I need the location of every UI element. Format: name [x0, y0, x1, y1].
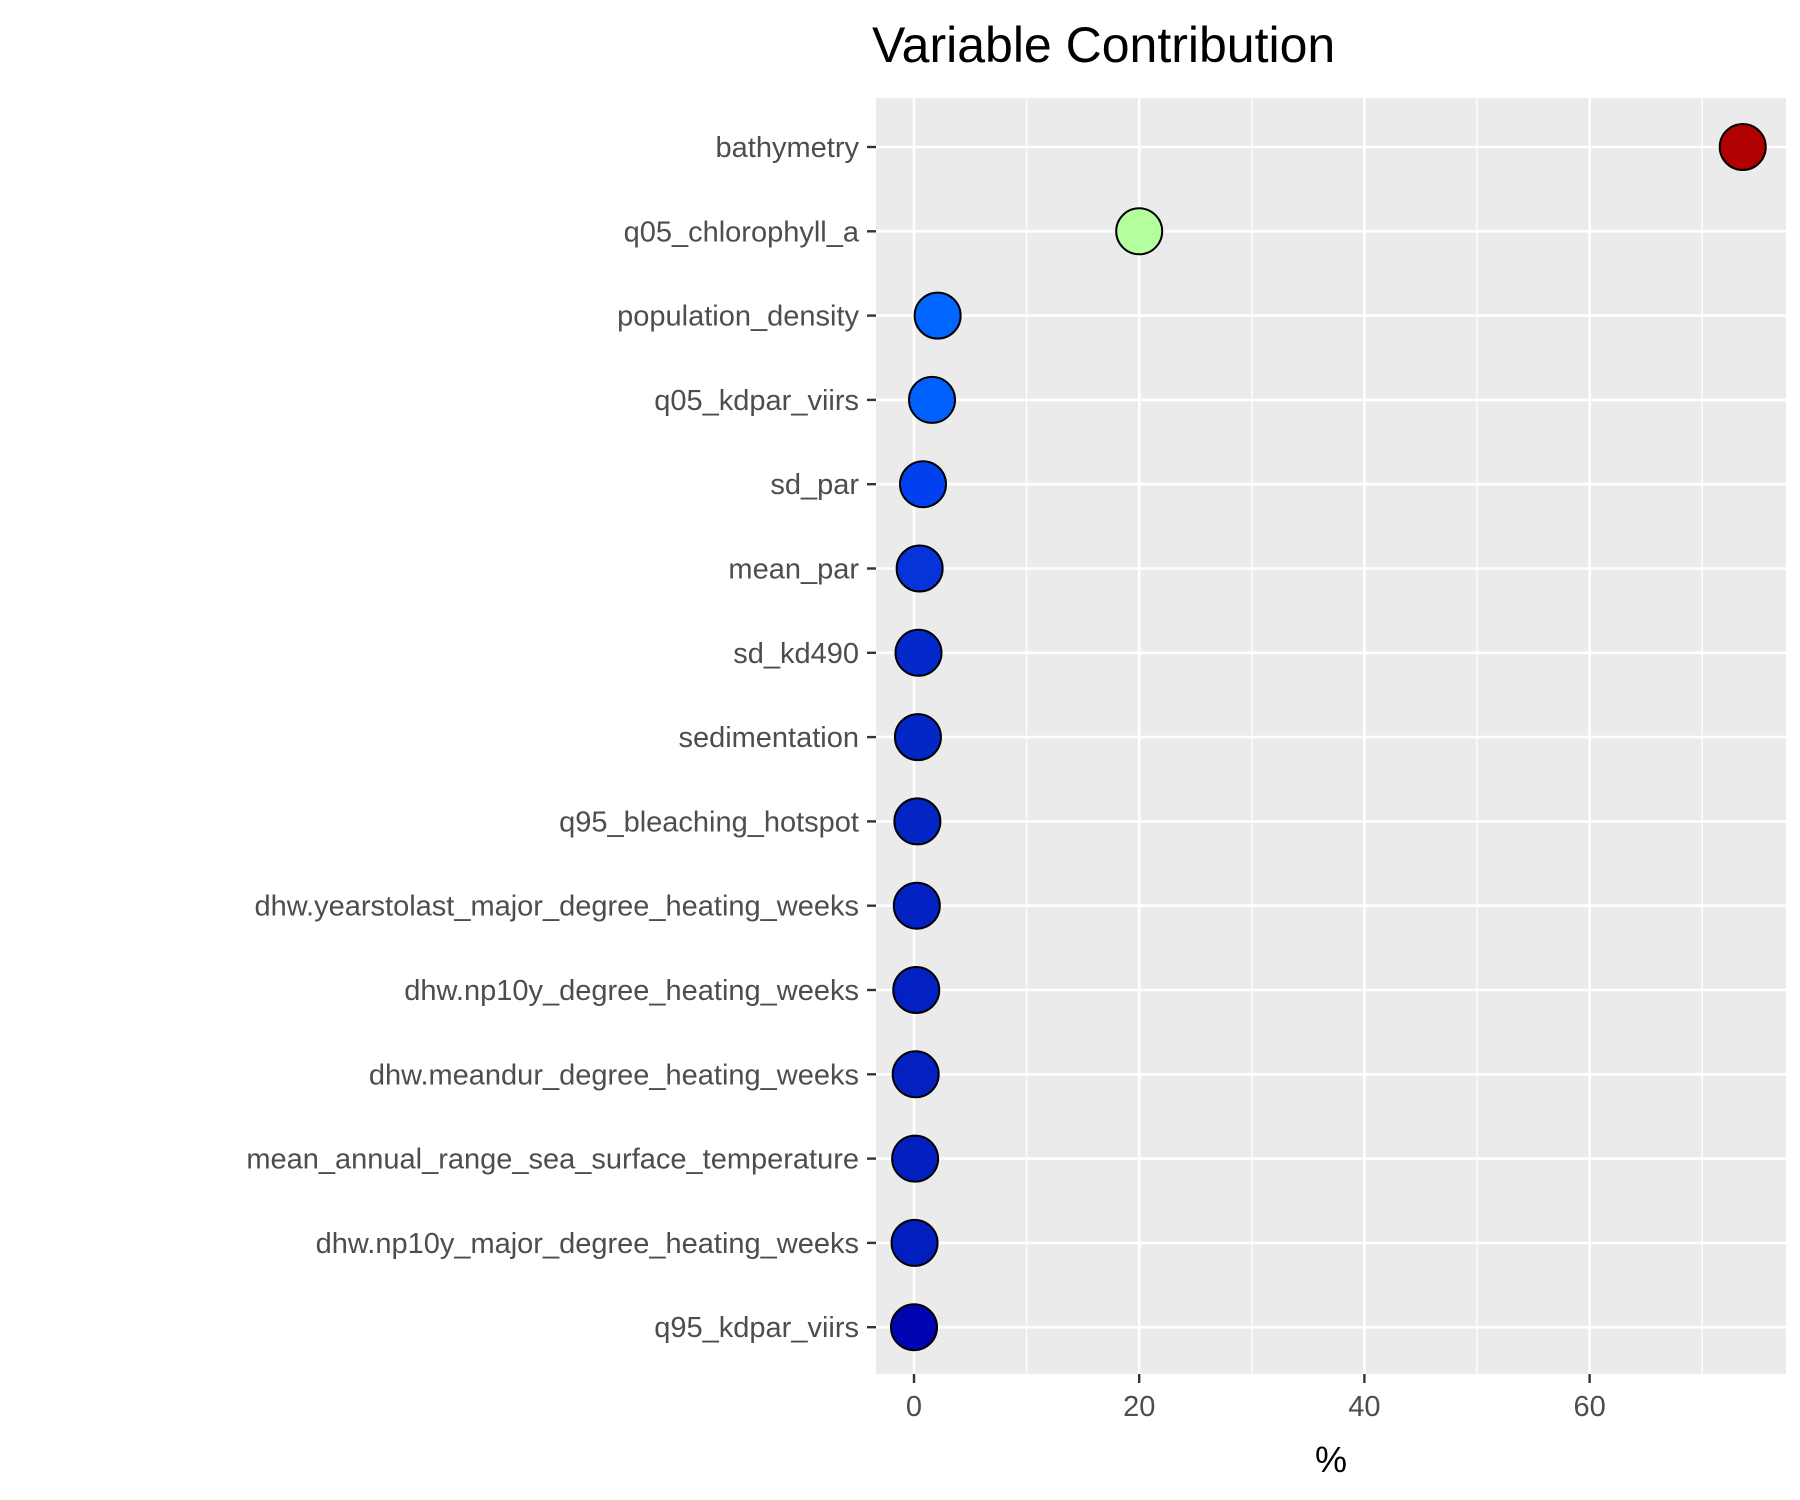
y-tick-label: sedimentation [678, 722, 859, 754]
data-point [890, 1303, 938, 1352]
x-axis: 0 20 40 60 [906, 1374, 1606, 1423]
x-tick-label: 0 [906, 1391, 922, 1423]
data-points [890, 123, 1767, 1352]
y-tick-label: q95_bleaching_hotspot [559, 806, 859, 838]
data-point [1115, 207, 1164, 256]
y-tick-label: mean_annual_range_sea_surface_temperatur… [246, 1144, 859, 1176]
y-tick-label: q05_kdpar_viirs [654, 385, 859, 417]
y-tick-label: mean_par [728, 554, 859, 586]
data-point [893, 713, 942, 762]
x-axis-title: % [1315, 1439, 1347, 1480]
y-tick-label: bathymetry [716, 132, 860, 164]
y-tick-label: sd_par [770, 469, 859, 501]
chart-title: Variable Contribution [872, 17, 1335, 73]
y-tick-label: dhw.meandur_degree_heating_weeks [369, 1059, 859, 1091]
data-point [899, 460, 948, 509]
y-tick-label: sd_kd490 [733, 638, 859, 670]
data-point [894, 628, 943, 677]
y-tick-label: q05_chlorophyll_a [624, 216, 860, 248]
data-point [1718, 123, 1767, 171]
data-point [892, 881, 941, 930]
data-point [890, 1218, 939, 1267]
y-tick-label: q95_kdpar_viirs [654, 1312, 859, 1344]
y-tick-label: dhw.np10y_degree_heating_weeks [404, 975, 859, 1007]
data-point [895, 544, 944, 593]
x-tick-label: 40 [1348, 1391, 1380, 1423]
data-point [908, 375, 957, 424]
data-point [891, 1050, 940, 1099]
y-axis: bathymetry q05_chlorophyll_a population_de… [246, 132, 876, 1344]
data-point [893, 797, 942, 846]
y-tick-label: dhw.np10y_major_degree_heating_weeks [316, 1228, 859, 1260]
data-point [913, 291, 962, 340]
y-tick-label: population_density [617, 301, 859, 333]
x-tick-label: 20 [1123, 1391, 1155, 1423]
x-tick-label: 60 [1573, 1391, 1605, 1423]
y-tick-label: dhw.yearstolast_major_degree_heating_wee… [254, 891, 859, 923]
data-point [891, 1134, 940, 1183]
major-gridlines [876, 98, 1786, 1374]
data-point [892, 966, 941, 1014]
